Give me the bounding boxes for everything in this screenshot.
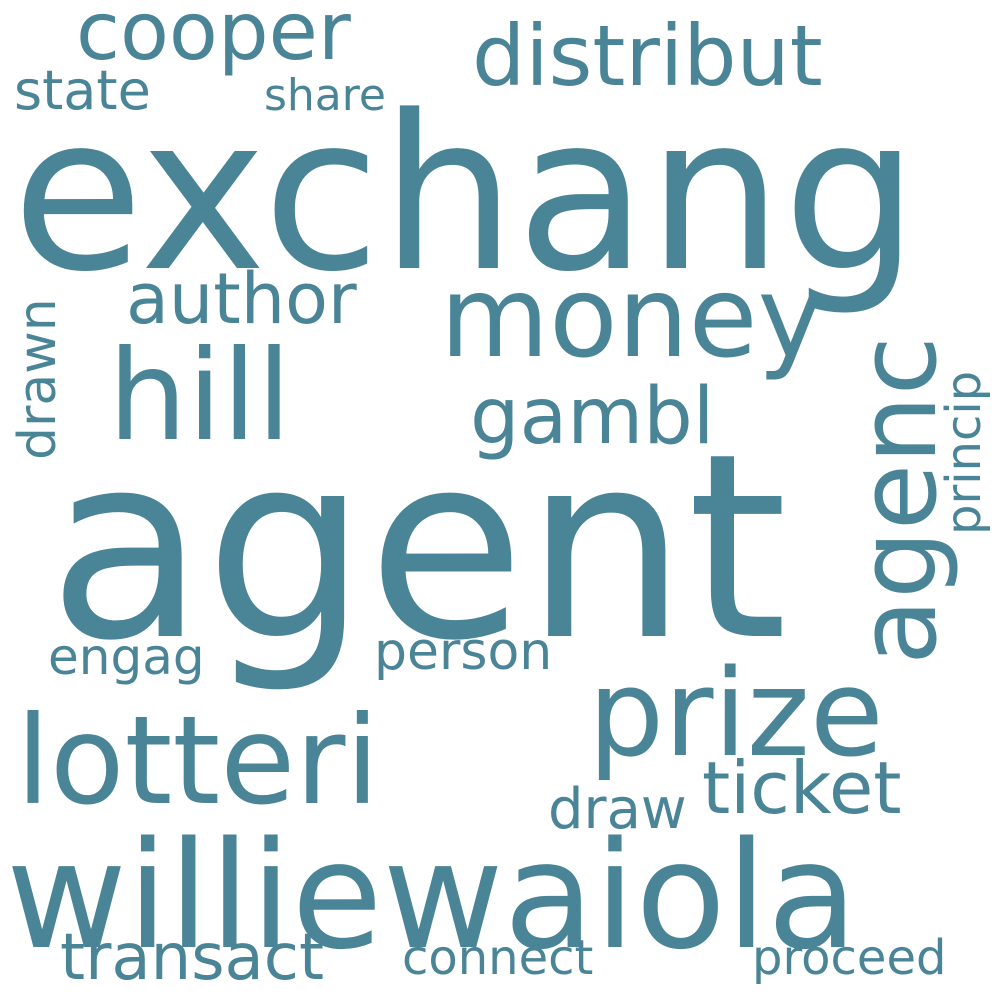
word-prize: prize <box>588 645 884 784</box>
word-exchang: exchang <box>12 70 919 319</box>
word-gambl: gambl <box>470 372 715 462</box>
word-ticket: ticket <box>702 746 902 830</box>
word-person: person <box>374 622 553 682</box>
word-agent: agent <box>48 399 788 697</box>
word-draw: draw <box>548 777 687 842</box>
word-author: author <box>126 258 357 340</box>
word-drawn: drawn <box>8 298 68 460</box>
word-state: state <box>14 59 151 122</box>
word-proceed: proceed <box>752 930 947 986</box>
word-williewaiola: williewaiola <box>6 810 858 982</box>
word-lotteri: lotteri <box>16 690 380 832</box>
word-share: share <box>264 70 386 121</box>
word-engag: engag <box>48 628 205 686</box>
word-princip: princip <box>936 370 992 535</box>
word-distribut: distribut <box>472 7 823 105</box>
word-transact: transact <box>60 921 325 995</box>
word-hill: hill <box>108 324 292 469</box>
word-money: money <box>440 253 824 383</box>
word-cooper: cooper <box>76 0 351 78</box>
word-connect: connect <box>402 930 594 986</box>
